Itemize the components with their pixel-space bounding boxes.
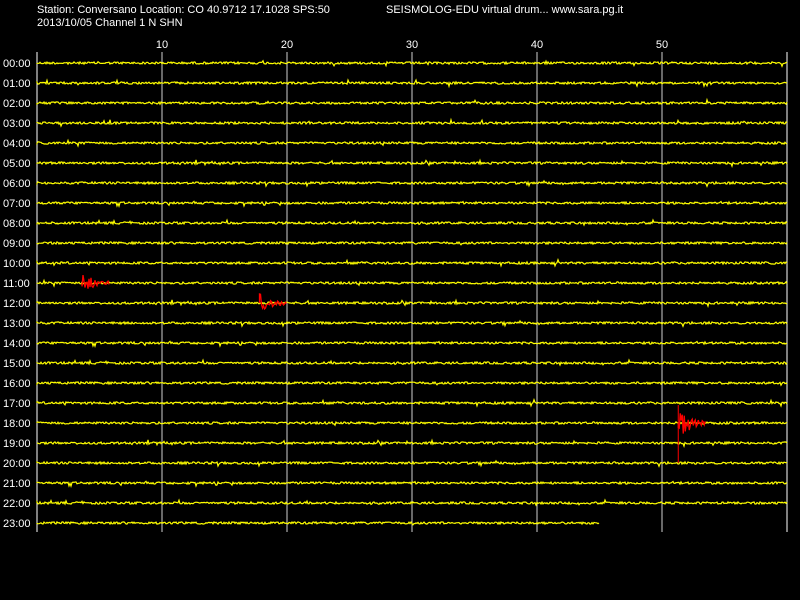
trace-15:00 [36, 358, 788, 367]
trace-13:00 [36, 319, 788, 328]
x-tick-labels: 10 20 30 40 50 [156, 39, 668, 51]
trace-16:00 [36, 380, 788, 387]
row-label: 03:00 [3, 118, 31, 130]
trace-14:00 [36, 340, 788, 349]
trace-23:00 [36, 520, 600, 526]
row-label: 01:00 [3, 78, 31, 90]
x-tick-label: 30 [406, 39, 418, 51]
app-title: SEISMOLOG-EDU virtual drum... www.sara.p… [386, 4, 624, 16]
row-label: 06:00 [3, 178, 31, 190]
event-12:00 [258, 293, 287, 311]
trace-07:00 [36, 200, 788, 209]
date-channel: 2013/10/05 Channel 1 N SHN [37, 17, 183, 29]
row-label: 05:00 [3, 158, 31, 170]
row-label: 23:00 [3, 518, 31, 530]
row-label: 22:00 [3, 498, 31, 510]
trace-17:00 [36, 398, 788, 408]
grid-lines [36, 52, 788, 532]
row-label: 10:00 [3, 258, 31, 270]
row-label: 12:00 [3, 298, 31, 310]
row-label: 14:00 [3, 338, 31, 350]
trace-22:00 [36, 498, 788, 507]
trace-09:00 [36, 240, 788, 246]
row-label: 11:00 [3, 278, 30, 290]
station-info: Station: Conversano Location: CO 40.9712… [37, 4, 330, 16]
row-label: 19:00 [3, 438, 31, 450]
trace-21:00 [36, 480, 788, 489]
trace-10:00 [36, 258, 788, 268]
x-tick-label: 20 [281, 39, 293, 51]
x-tick-label: 50 [656, 39, 668, 51]
trace-12:00 [36, 298, 788, 309]
row-label: 20:00 [3, 458, 31, 470]
trace-01:00 [36, 78, 788, 89]
row-label: 02:00 [3, 98, 31, 110]
trace-00:00 [36, 59, 788, 68]
row-label: 15:00 [3, 358, 31, 370]
trace-02:00 [36, 97, 788, 106]
trace-04:00 [36, 138, 788, 148]
event-11:00 [81, 274, 110, 289]
trace-18:00 [36, 420, 788, 427]
row-label: 04:00 [3, 138, 31, 150]
row-label: 21:00 [3, 478, 31, 490]
x-tick-label: 10 [156, 39, 168, 51]
event-18:00 [677, 413, 706, 434]
row-label: 00:00 [3, 58, 31, 70]
trace-03:00 [36, 117, 788, 128]
trace-19:00 [36, 438, 788, 449]
row-label: 17:00 [3, 398, 31, 410]
row-label: 13:00 [3, 318, 31, 330]
trace-20:00 [36, 459, 788, 468]
trace-05:00 [36, 158, 788, 169]
row-label: 09:00 [3, 238, 31, 250]
row-label: 08:00 [3, 218, 31, 230]
trace-06:00 [36, 179, 788, 188]
row-label: 07:00 [3, 198, 31, 210]
hour-rows: 00:00 01:00 02:00 03:00 04:00 05:00 06:00 07:00… [3, 58, 788, 530]
x-tick-label: 40 [531, 39, 543, 51]
row-label: 16:00 [3, 378, 31, 390]
row-label: 18:00 [3, 418, 31, 430]
seismic-events [81, 274, 706, 463]
trace-11:00 [36, 278, 788, 288]
trace-08:00 [36, 218, 788, 227]
